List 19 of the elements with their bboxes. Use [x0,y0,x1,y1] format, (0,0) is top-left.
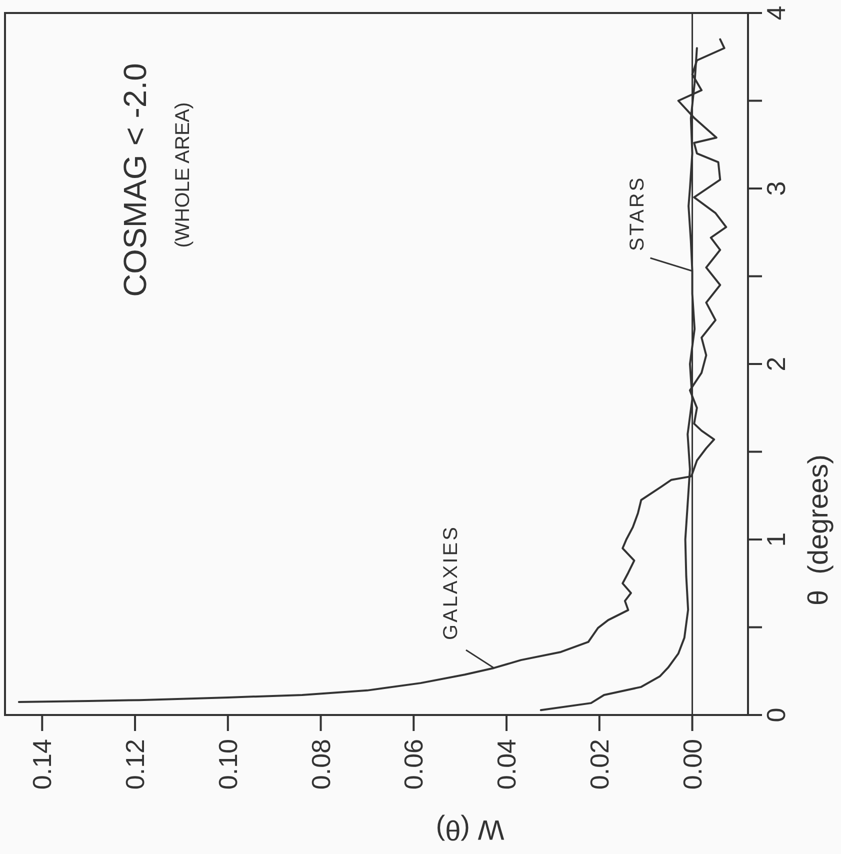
text: STARS [626,176,648,251]
x-tick-label: 0.14 [27,739,58,790]
x-tick-label: 0.12 [120,739,150,790]
text: GALAXIES [440,525,462,640]
y-axis-title: θ (degrees) [802,454,834,606]
x-tick-label: 0.08 [306,739,336,790]
y-tick-label: 4 [761,6,791,20]
y-tick-label: 3 [761,181,791,196]
x-tick-label: 0.00 [677,739,708,790]
x-tick-label: 0.04 [492,739,522,790]
x-tick-label: 0.10 [212,739,243,790]
y-tick-label: 1 [761,532,791,547]
y-tick-label: 2 [761,356,791,372]
y-tick-label: 0 [761,708,791,722]
x-tick-label: 0.02 [584,739,614,790]
text: (WHOLE AREA) [172,102,194,248]
x-axis-title: W (θ) [436,814,504,846]
text: COSMAG < -2.0 [117,63,153,297]
x-tick-label: 0.06 [398,739,429,790]
